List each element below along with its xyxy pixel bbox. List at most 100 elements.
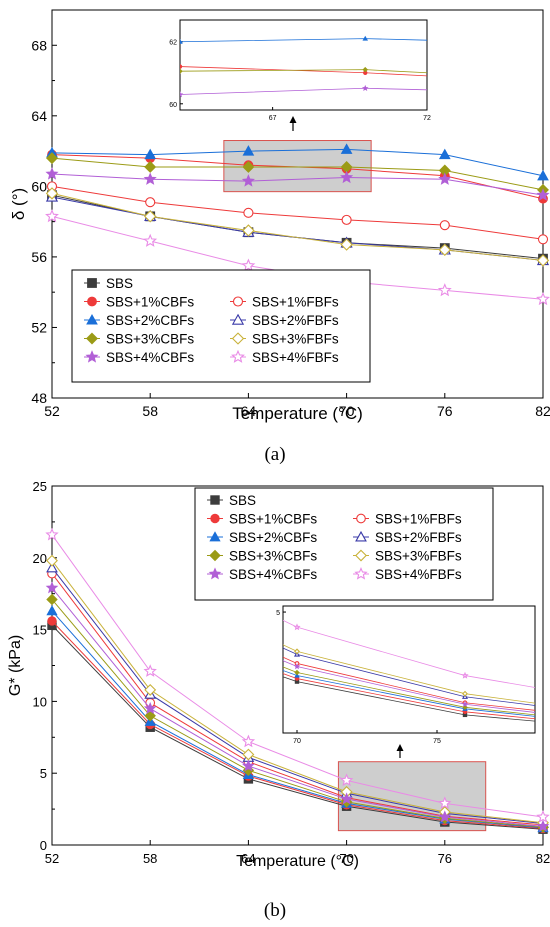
inset-data-point <box>294 672 300 678</box>
data-point <box>45 581 59 594</box>
legend-marker <box>355 549 367 562</box>
legend-entry-sbs-3-cbfs: SBS+3%CBFs <box>84 332 194 347</box>
series-sbs-4-cbfs <box>45 167 550 201</box>
data-point <box>46 605 58 616</box>
data-point <box>537 234 549 245</box>
x-tick-label: 58 <box>142 403 158 419</box>
data-point <box>143 664 157 677</box>
inset-data-point <box>362 35 368 41</box>
data-point <box>144 148 157 160</box>
series-sbs-2-fbfs <box>45 190 550 266</box>
series-line <box>51 173 544 196</box>
x-tick-label: 64 <box>241 403 257 419</box>
data-point <box>45 187 59 200</box>
inset-x-tick-label: 72 <box>423 115 431 122</box>
series-sbs-1-fbfs <box>46 181 549 245</box>
legend-entry-sbs-2-fbfs: SBS+2%FBFs <box>353 530 462 545</box>
y-axis-title: G* (kPa) <box>7 635 24 696</box>
legend-entry-sbs-4-cbfs: SBS+4%CBFs <box>84 350 194 365</box>
data-point <box>536 188 550 201</box>
legend-marker <box>86 332 98 345</box>
inset-y-tick-label: 62 <box>169 40 177 47</box>
data-point <box>242 759 255 772</box>
data-point <box>144 210 157 223</box>
x-tick-label: 70 <box>339 851 353 866</box>
inset-series-line <box>283 656 535 711</box>
inset-series-line <box>283 673 535 720</box>
legend-marker <box>86 314 98 325</box>
y-tick-label: 25 <box>33 479 47 494</box>
data-point <box>536 254 550 267</box>
legend-entry-sbs-1-fbfs: SBS+1%FBFs <box>230 295 339 310</box>
x-tick-label: 52 <box>44 403 60 419</box>
series-line <box>51 534 544 818</box>
data-point <box>340 792 353 805</box>
data-point <box>144 683 157 696</box>
legend-marker <box>85 350 99 363</box>
data-point <box>340 238 353 251</box>
data-point <box>438 796 452 810</box>
legend-entry-sbs-3-cbfs: SBS+3%CBFs <box>207 549 317 564</box>
legend: SBS SBS+1%CBFs SBS+1%FBFs SBS+2%CBFs SBS+2%F… <box>194 487 494 601</box>
legend-label: SBS+4%CBFs <box>229 567 317 582</box>
legend-entry-sbs-1-cbfs: SBS+1%CBFs <box>207 512 317 527</box>
inset-series-line <box>283 660 535 713</box>
legend-label: SBS+1%FBFs <box>252 295 339 310</box>
data-point <box>46 554 58 567</box>
zoom-arrow-head <box>289 116 297 123</box>
inset-data-point <box>293 663 301 670</box>
x-tick-label: 76 <box>437 403 453 419</box>
series-line <box>51 610 544 829</box>
data-point <box>145 197 156 208</box>
inset-data-point <box>180 64 183 69</box>
inset-data-point <box>294 669 300 676</box>
data-point <box>241 174 255 187</box>
data-point <box>143 233 158 247</box>
data-point <box>144 710 156 722</box>
legend: SBS SBS+1%CBFs SBS+1%FBFs SBS+2%CBFs SBS+2%F… <box>71 269 371 383</box>
legend-marker <box>87 296 97 307</box>
series-line <box>51 157 544 191</box>
data-point <box>242 160 255 173</box>
legend-box <box>71 269 371 383</box>
data-point <box>438 172 452 185</box>
legend-label: SBS+3%FBFs <box>375 549 462 564</box>
legend-label: SBS+3%CBFs <box>229 549 317 564</box>
inset-data-point <box>180 91 184 98</box>
legend-label: SBS <box>106 276 133 291</box>
legend-marker <box>210 513 220 524</box>
series-line <box>51 573 544 826</box>
legend-entry-sbs-2-cbfs: SBS+2%CBFs <box>84 313 194 328</box>
data-point <box>438 810 452 823</box>
data-point <box>143 172 157 185</box>
inset-data-point <box>461 700 469 708</box>
legend-entry-sbs: SBS <box>84 276 133 291</box>
y-tick-label: 64 <box>31 108 47 124</box>
inset-data-point <box>362 66 368 73</box>
inset-series-line <box>283 619 535 688</box>
series-sbs-4-fbfs <box>45 527 550 823</box>
series-line <box>51 148 544 177</box>
legend-entry-sbs-4-cbfs: SBS+4%CBFs <box>207 567 317 582</box>
x-tick-label: 70 <box>339 403 355 419</box>
inset-data-point <box>362 84 369 92</box>
legend-entry-sbs-1-cbfs: SBS+1%CBFs <box>84 295 194 310</box>
legend-marker <box>87 278 97 288</box>
series-sbs-4-cbfs <box>45 581 550 832</box>
data-point <box>241 734 256 748</box>
x-axis-title: Temperature (°C) <box>236 853 359 870</box>
inset-zoom: 67 72 60 62 <box>169 19 431 122</box>
data-point <box>144 160 157 173</box>
legend-entry-sbs-4-fbfs: SBS+4%FBFs <box>353 566 462 582</box>
legend-entry-sbs-1-fbfs: SBS+1%FBFs <box>353 512 462 527</box>
y-tick-label: 68 <box>31 37 47 53</box>
legend-label: SBS+2%FBFs <box>252 313 339 328</box>
inset-x-tick-label: 70 <box>293 738 301 745</box>
data-point <box>439 220 450 231</box>
inset-series-line <box>283 647 535 706</box>
legend-entry-sbs: SBS <box>207 493 256 508</box>
series-line <box>51 624 544 830</box>
y-tick-label: 52 <box>31 319 47 335</box>
inset-x-tick-label: 75 <box>433 738 441 745</box>
zoom-arrow-head <box>396 744 404 751</box>
